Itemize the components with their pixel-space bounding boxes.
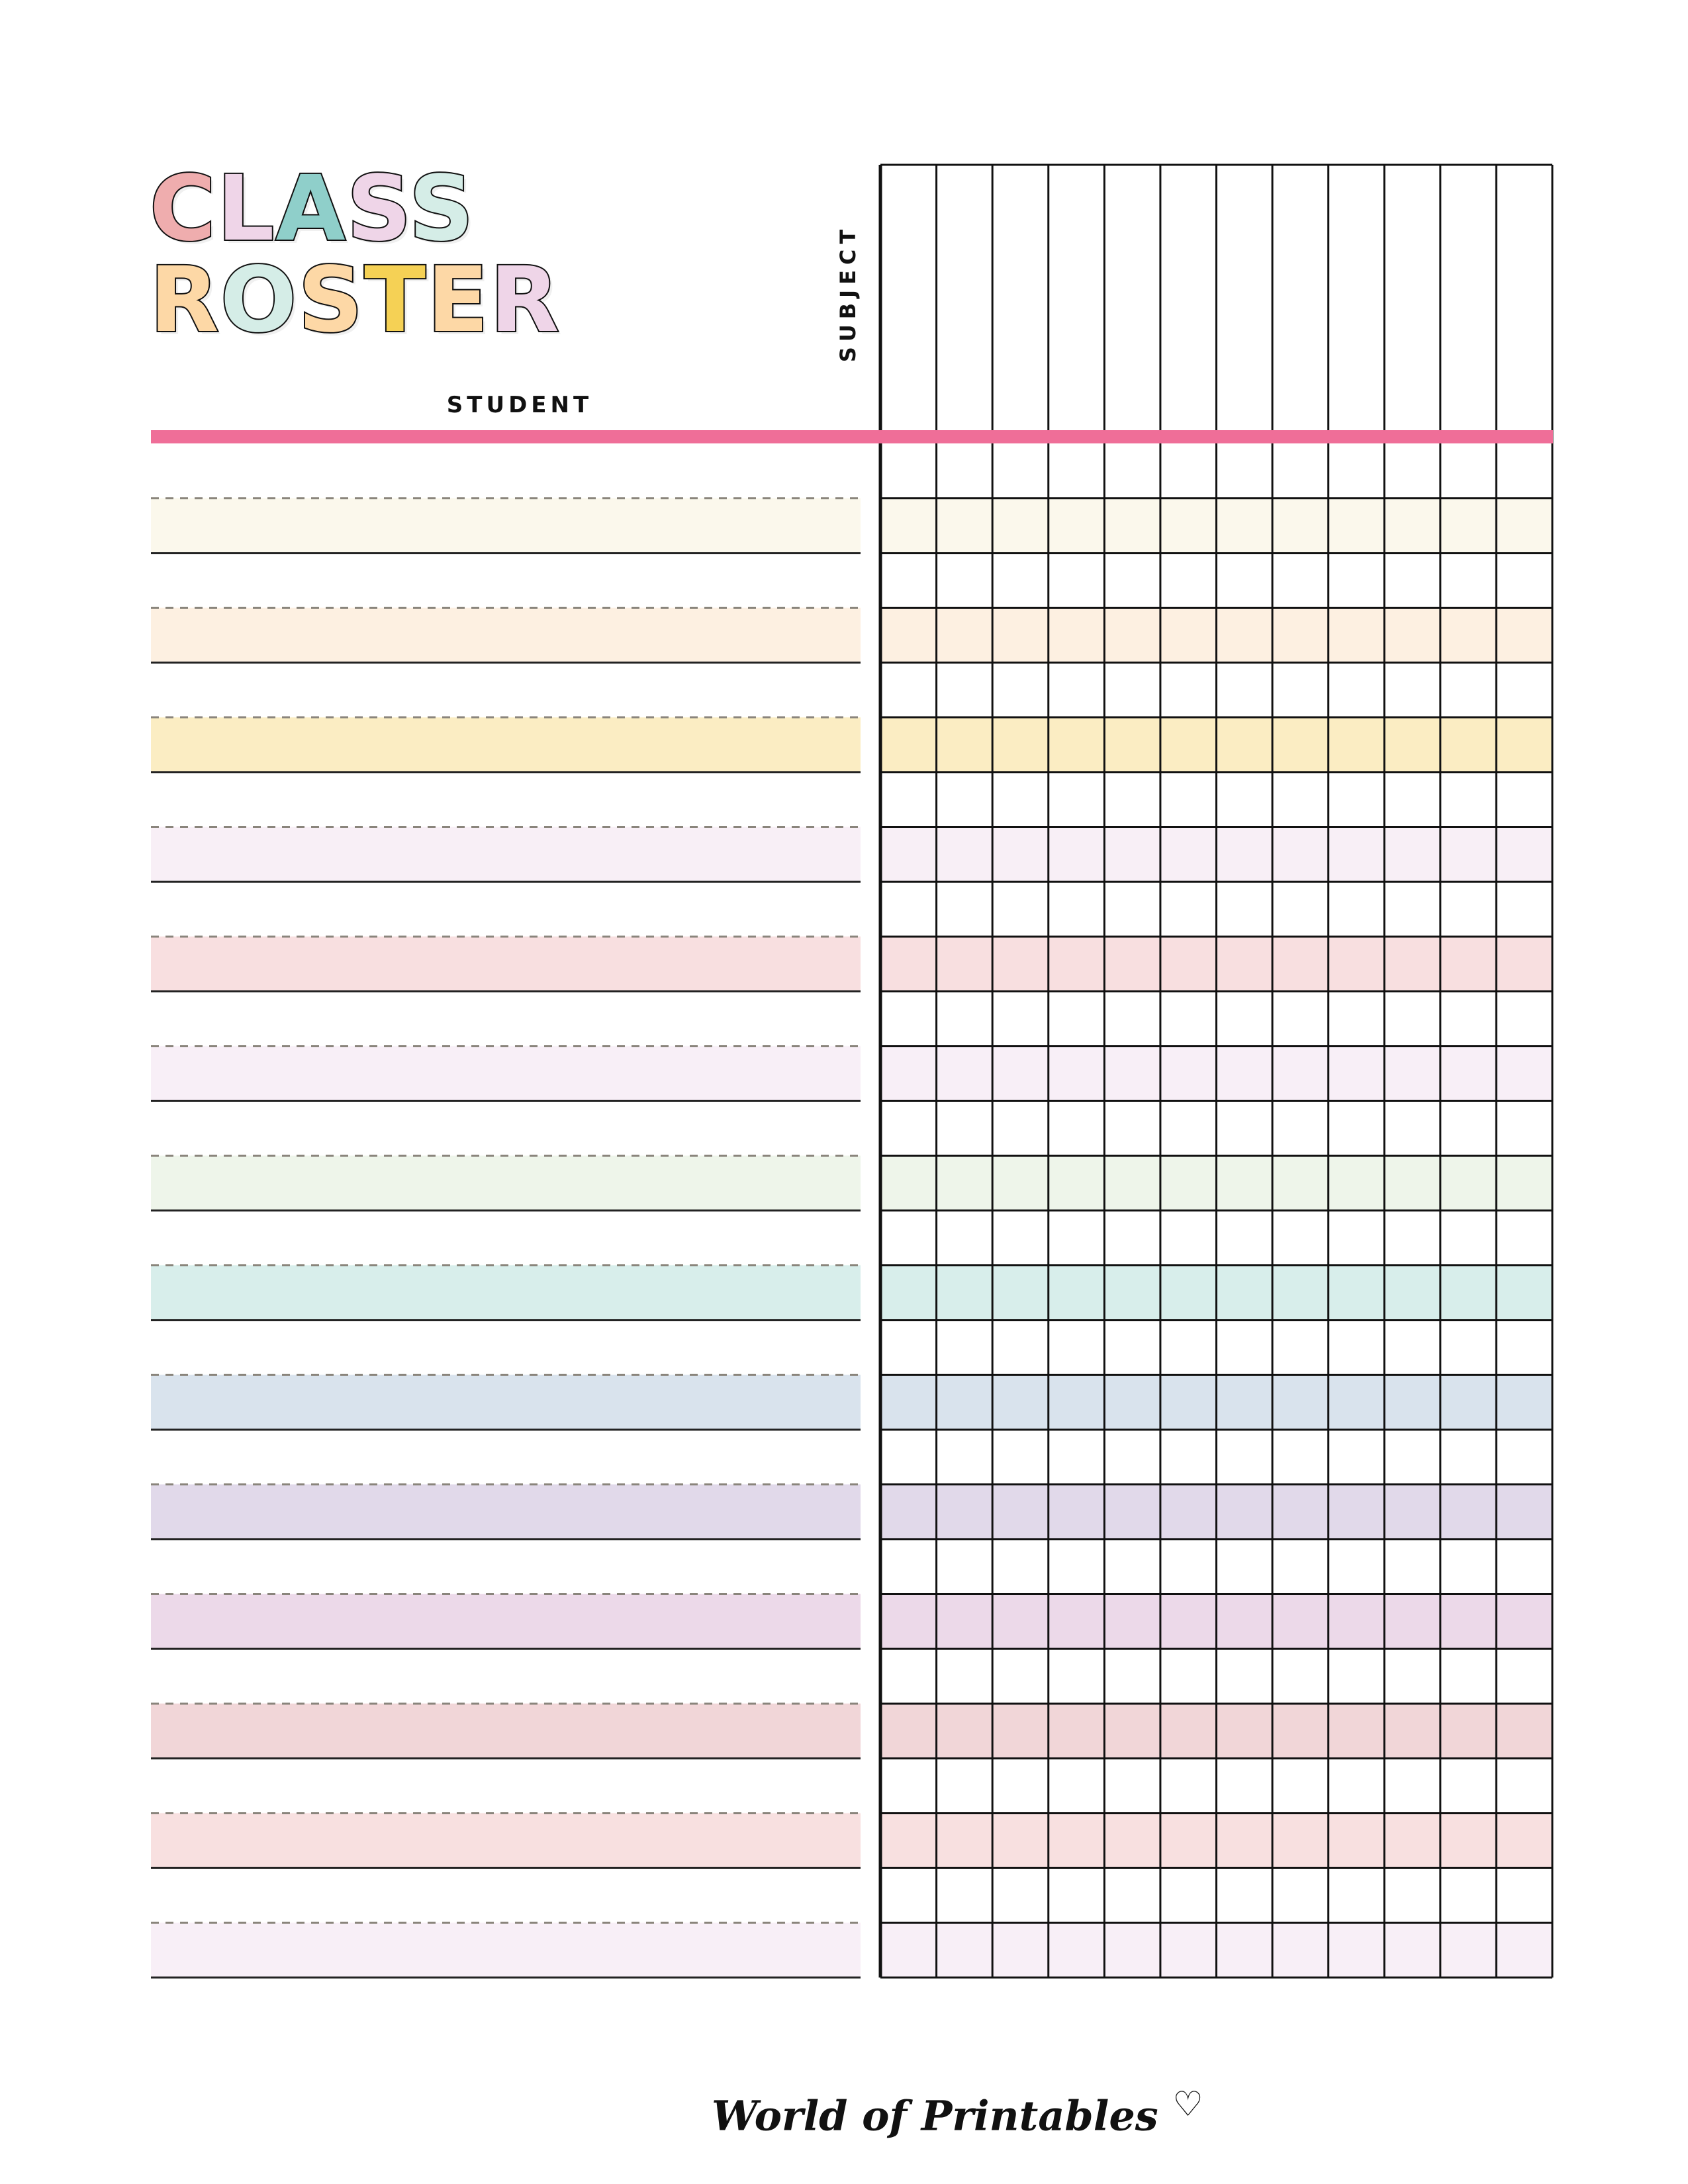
title-letter: S: [346, 157, 409, 261]
student-name-band: [151, 1375, 861, 1430]
title-letter: T: [363, 248, 428, 353]
student-column-header: STUDENT: [446, 392, 593, 418]
title-letter: L: [216, 157, 276, 261]
student-name-band: [151, 1923, 861, 1978]
subject-header-cell[interactable]: [1496, 165, 1552, 430]
brand-name: World of Printables: [712, 2091, 1158, 2140]
title-letter: S: [297, 248, 365, 353]
title-letter: R: [489, 248, 561, 353]
subject-header-cell[interactable]: [880, 165, 937, 430]
student-name-band: [151, 936, 861, 991]
student-name-band: [151, 1484, 861, 1539]
subject-header-cell[interactable]: [1384, 165, 1440, 430]
subject-header-cell[interactable]: [1329, 165, 1385, 430]
student-name-band: [151, 1265, 861, 1320]
title-class: CLASS: [148, 163, 475, 255]
header-divider-bar: [151, 430, 1553, 443]
title-letter: O: [219, 248, 299, 353]
title-letter: S: [408, 157, 475, 261]
subject-header-cell[interactable]: [1440, 165, 1497, 430]
subject-header-cell[interactable]: [1049, 165, 1105, 430]
subject-header-cell[interactable]: [1160, 165, 1217, 430]
subject-header-cell[interactable]: [1217, 165, 1273, 430]
title-letter: R: [148, 248, 220, 353]
title-letter: E: [426, 248, 490, 353]
subject-header-cell[interactable]: [1104, 165, 1160, 430]
student-name-band: [151, 1704, 861, 1758]
title-letter: A: [274, 157, 347, 261]
student-name-band: [151, 1594, 861, 1649]
student-name-band: [151, 1156, 861, 1210]
student-name-band: [151, 1046, 861, 1101]
student-name-band: [151, 827, 861, 882]
brand-logo: World of Printables ♡: [712, 2085, 1203, 2140]
student-name-band: [151, 717, 861, 772]
title-letter: C: [148, 157, 217, 261]
student-name-band: [151, 498, 861, 553]
student-name-band: [151, 1813, 861, 1868]
subject-header-cell[interactable]: [1272, 165, 1329, 430]
subject-header-cell[interactable]: [992, 165, 1049, 430]
student-name-band: [151, 608, 861, 663]
heart-outline-icon: ♡: [1172, 2085, 1203, 2124]
title-roster: ROSTER: [148, 254, 561, 347]
subject-header-cell[interactable]: [937, 165, 993, 430]
